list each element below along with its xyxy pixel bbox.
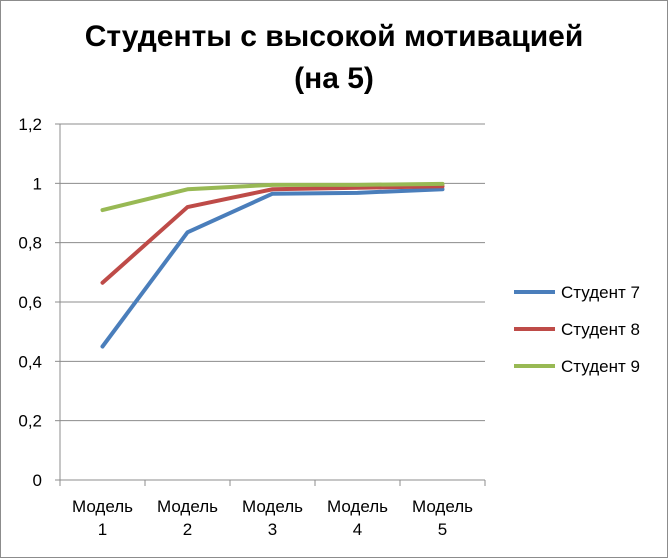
x-tick-label: 5 bbox=[438, 520, 447, 539]
x-tick-label: 4 bbox=[353, 520, 362, 539]
series-line-1 bbox=[100, 187, 445, 349]
series-line-3 bbox=[100, 181, 445, 213]
x-tick-label: Модель bbox=[72, 497, 133, 516]
chart-title: Студенты с высокой мотивацией (на 5) bbox=[0, 16, 668, 100]
legend-label-2: Студент 8 bbox=[561, 320, 640, 339]
y-tick-label: 1 bbox=[33, 174, 42, 193]
y-tick-label: 0,6 bbox=[18, 293, 42, 312]
x-tick-label: 2 bbox=[183, 520, 192, 539]
legend-label-3: Студент 9 bbox=[561, 357, 640, 376]
x-tick-label: Модель bbox=[327, 497, 388, 516]
series-line-2 bbox=[100, 184, 445, 285]
y-tick-label: 0,2 bbox=[18, 412, 42, 431]
chart-title-line-2: (на 5) bbox=[294, 62, 374, 95]
x-tick-label: Модель bbox=[412, 497, 473, 516]
legend-label-1: Студент 7 bbox=[561, 283, 640, 302]
x-tick-label: Модель bbox=[242, 497, 303, 516]
y-tick-label: 0 bbox=[33, 471, 42, 490]
y-tick-label: 0,8 bbox=[18, 234, 42, 253]
chart-title-line-1: Студенты с высокой мотивацией bbox=[84, 20, 584, 53]
y-tick-label: 0,4 bbox=[18, 352, 42, 371]
x-tick-label: 1 bbox=[98, 520, 107, 539]
x-tick-label: Модель bbox=[157, 497, 218, 516]
x-tick-label: 3 bbox=[268, 520, 277, 539]
y-tick-label: 1,2 bbox=[18, 115, 42, 134]
